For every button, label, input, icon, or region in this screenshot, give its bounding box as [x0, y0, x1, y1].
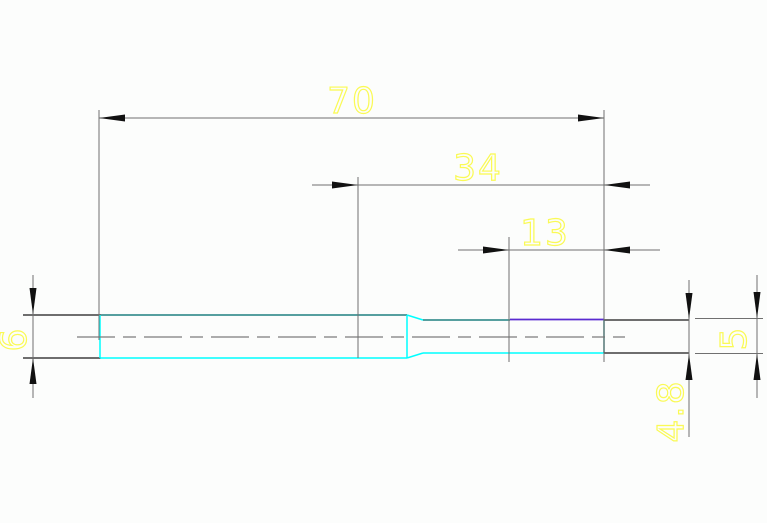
- dim-34-arrow-right-icon: [604, 181, 630, 189]
- dim-6-arrow-bottom-icon: [29, 358, 37, 384]
- dim-5-label: 5: [714, 326, 755, 351]
- dim-6-arrow-top-icon: [29, 288, 37, 315]
- dimension-4-8: 4.8: [650, 280, 693, 443]
- dim-13-arrow-right-icon: [604, 246, 630, 254]
- part-taper-top-edge: [406, 314, 424, 321]
- dimension-70: 70: [98, 80, 605, 362]
- dim-6-label: 6: [0, 327, 35, 352]
- dim-4-8-label: 4.8: [651, 379, 692, 442]
- dimension-13: 13: [458, 212, 660, 362]
- part-taper-bottom-edge: [406, 352, 424, 359]
- dim-4-8-arrow-bottom-icon: [685, 354, 693, 380]
- dim-4-8-arrow-top-icon: [685, 293, 693, 319]
- dim-34-label: 34: [453, 148, 503, 189]
- dimension-6: 6: [0, 275, 37, 398]
- dimension-5: 5: [695, 275, 763, 398]
- dim-13-label: 13: [520, 213, 570, 254]
- dim-13-arrow-left-icon: [483, 246, 509, 254]
- dimension-34: 34: [312, 147, 650, 358]
- dim-70-arrow-right-icon: [578, 114, 604, 122]
- dim-70-arrow-left-icon: [99, 114, 125, 122]
- dim-5-arrow-top-icon: [753, 292, 761, 319]
- dim-70-label: 70: [327, 81, 377, 122]
- dim-34-arrow-left-icon: [332, 181, 358, 189]
- dim-5-arrow-bottom-icon: [753, 353, 761, 380]
